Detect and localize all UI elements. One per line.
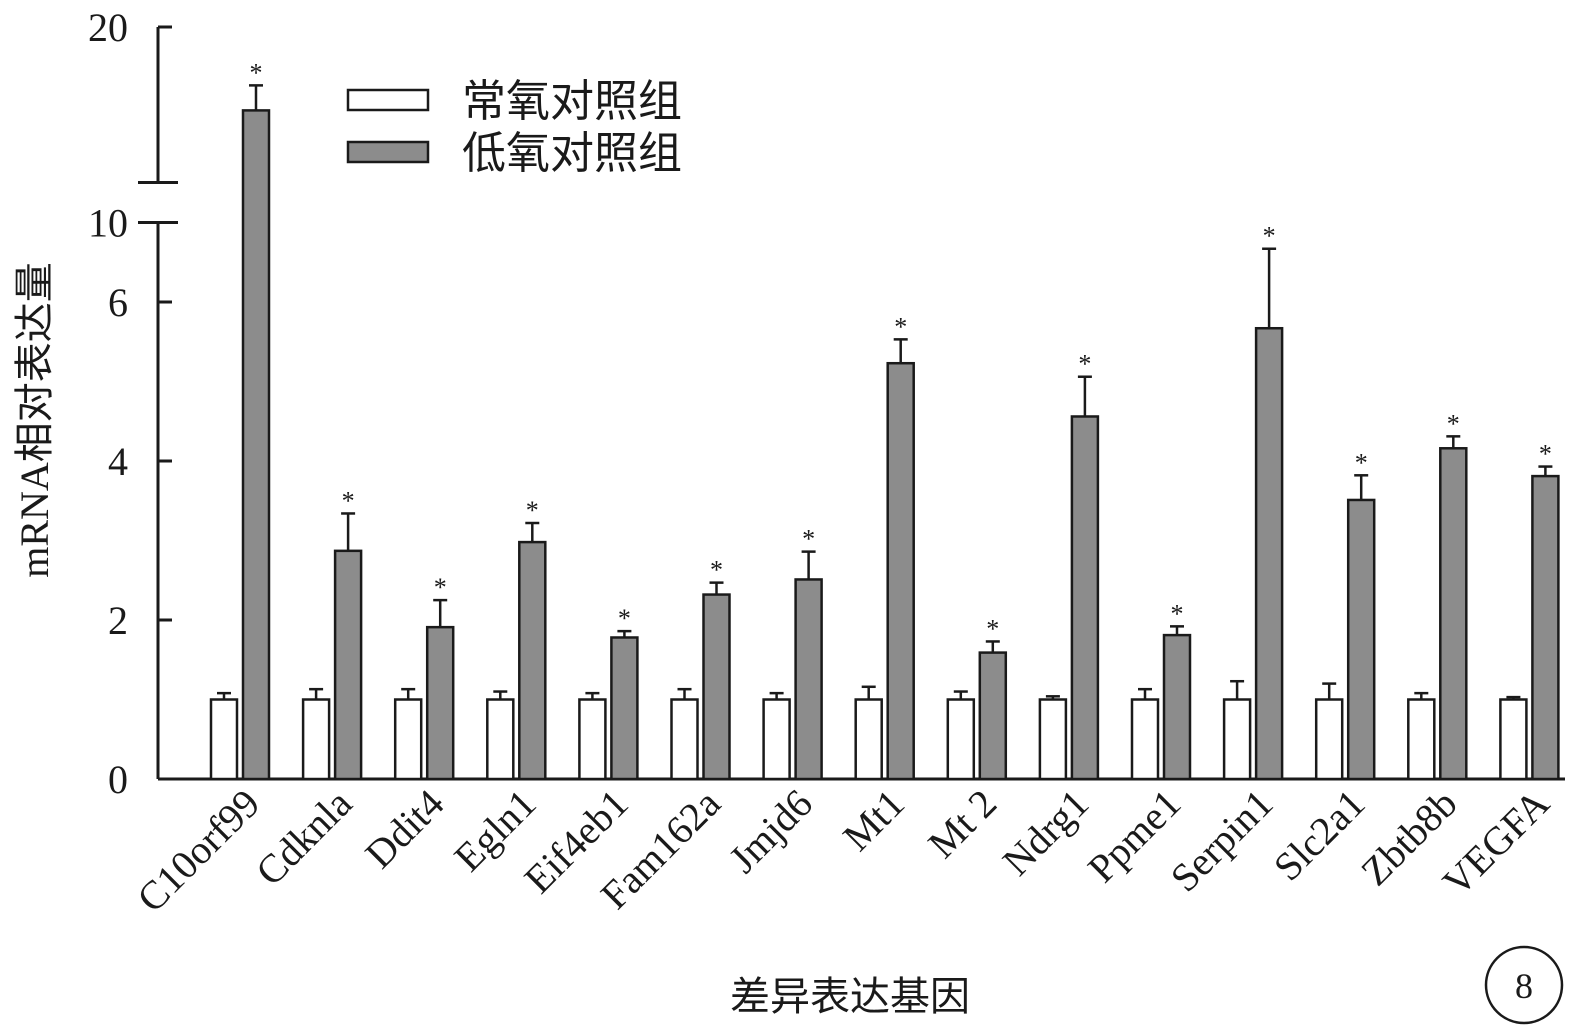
- y-tick-label: 20: [88, 5, 128, 50]
- bar-normoxia: [1314, 698, 1344, 781]
- bar-normoxia: [1038, 698, 1068, 781]
- bar-hypoxia: [794, 578, 823, 781]
- bar-hypoxia: [886, 361, 915, 781]
- category-label: Mt1: [834, 781, 913, 860]
- category-label: Ddit4: [356, 781, 452, 877]
- bar-normoxia: [946, 698, 976, 781]
- bar-hypoxia: [425, 625, 455, 781]
- bar-normoxia: [301, 698, 331, 781]
- bar-hypoxia: [1531, 474, 1560, 781]
- significance-marker: *: [802, 525, 815, 554]
- bar-normoxia: [209, 698, 239, 781]
- y-tick-label: 6: [108, 280, 128, 325]
- legend-swatch-hypoxia: [346, 140, 430, 164]
- significance-marker: *: [986, 614, 999, 643]
- significance-marker: *: [1263, 222, 1276, 251]
- category-label: Ndrg1: [994, 781, 1098, 885]
- bar-hypoxia: [1070, 415, 1100, 781]
- significance-marker: *: [618, 604, 631, 633]
- significance-marker: *: [526, 496, 539, 525]
- significance-marker: *: [710, 556, 723, 585]
- bar-normoxia: [854, 698, 883, 781]
- bar-hypoxia: [610, 636, 639, 781]
- bar-normoxia: [1222, 698, 1252, 781]
- legend-label: 常氧对照组: [462, 77, 682, 126]
- bar-normoxia: [578, 698, 607, 781]
- category-label: Serpin1: [1162, 781, 1282, 901]
- bar-hypoxia: [241, 109, 271, 781]
- y-axis-title: mRNA相对表达量: [12, 262, 57, 578]
- category-label: Jmjd6: [720, 781, 821, 882]
- bars: *C10orf99*Cdknla*Ddit4*Egln1*Eif4eb1*Fam…: [128, 58, 1560, 921]
- significance-marker: *: [434, 573, 447, 602]
- y-tick-label: 0: [108, 757, 128, 802]
- panel-badge-label: 8: [1515, 966, 1533, 1006]
- bar-normoxia: [1407, 698, 1436, 781]
- significance-marker: *: [342, 486, 355, 515]
- bar-hypoxia: [1346, 498, 1376, 781]
- bar-hypoxia: [518, 540, 547, 781]
- bar-hypoxia: [333, 549, 363, 781]
- legend-label: 低氧对照组: [462, 129, 682, 178]
- bar-hypoxia: [978, 651, 1008, 781]
- significance-marker: *: [1355, 448, 1368, 477]
- panel-badge: 8: [1484, 945, 1564, 1025]
- bar-normoxia: [393, 698, 423, 781]
- bar-normoxia: [670, 698, 699, 781]
- significance-marker: *: [894, 312, 907, 341]
- category-label: Mt 2: [919, 781, 1005, 867]
- bar-normoxia: [486, 698, 515, 781]
- category-label: Cdknla: [247, 780, 361, 894]
- bar-normoxia: [1130, 698, 1160, 781]
- significance-marker: *: [1171, 599, 1184, 628]
- significance-marker: *: [1539, 440, 1552, 469]
- bar-hypoxia: [1254, 326, 1284, 781]
- bar-normoxia: [762, 698, 791, 781]
- significance-marker: *: [1078, 350, 1091, 379]
- y-tick-label: 4: [108, 439, 128, 484]
- legend-swatch-normoxia: [346, 88, 430, 112]
- bar-hypoxia: [1162, 633, 1192, 781]
- bar-hypoxia: [702, 593, 731, 781]
- category-label: Slc2a1: [1265, 781, 1374, 890]
- bar-hypoxia: [1439, 447, 1468, 781]
- y-tick-label: 10: [88, 201, 128, 246]
- significance-marker: *: [1447, 409, 1460, 438]
- category-label: C10orf99: [128, 781, 268, 921]
- bar-normoxia: [1499, 698, 1528, 781]
- axes: 0 2 4 6 10 20: [88, 5, 1565, 802]
- significance-marker: *: [250, 58, 263, 87]
- x-axis-title: 差异表达基因: [730, 974, 970, 1019]
- y-tick-label: 2: [108, 598, 128, 643]
